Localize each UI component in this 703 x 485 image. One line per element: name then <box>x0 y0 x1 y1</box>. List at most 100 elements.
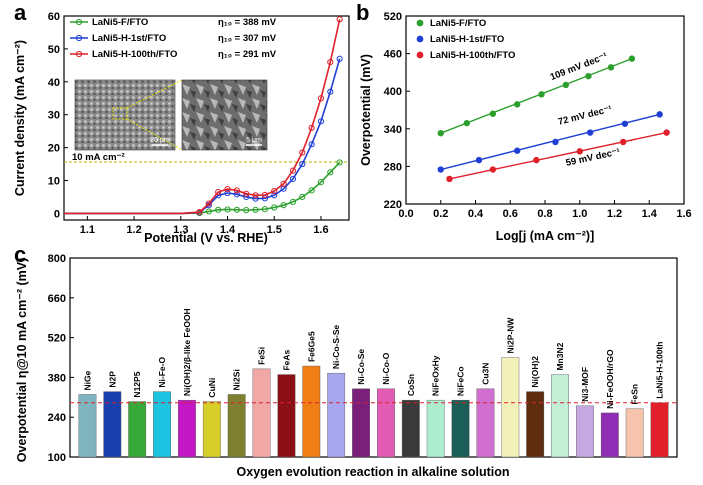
c-bar <box>377 388 395 458</box>
c-ytick-label: 380 <box>48 372 66 384</box>
a-legend-label: LaNi5-H-100th/FTO <box>92 49 177 60</box>
b-point <box>533 156 540 164</box>
a-point <box>271 204 278 211</box>
c-bar <box>600 412 619 458</box>
a-point <box>233 206 240 213</box>
panel-c-ylabel: Overpotential η@10 mA cm⁻² (mV) <box>15 258 29 462</box>
a-point <box>224 185 231 193</box>
b-point <box>437 129 444 137</box>
b-xtick-label: 0.6 <box>503 208 518 220</box>
b-point <box>463 119 471 127</box>
c-bar-label: NiFeCo <box>456 366 466 396</box>
panel-b: b 0.0 0.2 0.4 0.6 0.8 1.0 1.2 1.4 1.6 220 280 340 4… <box>356 0 692 243</box>
c-bar-label: N2P <box>107 371 117 388</box>
c-bar <box>526 391 545 458</box>
c-bar <box>551 374 569 458</box>
a-point <box>327 169 334 176</box>
panel-a: a 20 μm 5 μm 10 mA cm⁻² 1.1 1.2 1.3 1.4 1.5 1… <box>13 0 350 245</box>
c-bar-label: Ni-Co-S-Se <box>331 324 341 369</box>
b-ytick-label: 280 <box>384 161 402 173</box>
a-point <box>289 167 297 174</box>
b-xtick-label: 1.2 <box>607 208 622 220</box>
a-point <box>289 198 297 206</box>
b-xtick-label: 1.4 <box>642 208 658 220</box>
a-point <box>252 192 259 199</box>
b-slope-label: 109 mV dec⁻¹ <box>549 51 609 83</box>
a-point <box>299 193 306 201</box>
c-bar-label: Ni(OH)2 <box>530 356 540 388</box>
c-ytick-label: 100 <box>48 452 66 464</box>
c-ytick-label: 800 <box>48 253 66 265</box>
a-point <box>233 191 240 198</box>
a-legend-marker <box>75 50 83 58</box>
a-eta-label: η₁₀ = 307 mV <box>218 33 277 44</box>
b-xtick-label: 1.0 <box>572 208 587 220</box>
c-bar <box>252 368 271 458</box>
b-point <box>437 166 444 173</box>
b-point <box>621 120 629 127</box>
b-point <box>489 110 497 117</box>
panel-c-frame <box>69 257 678 458</box>
c-bar-label: NiFeOxHy <box>431 355 441 396</box>
a-ytick-label: 60 <box>48 11 60 23</box>
a-point <box>336 55 343 62</box>
c-bar-label: Fe6Ge5 <box>306 331 316 362</box>
a-point <box>196 209 203 216</box>
a-point <box>205 208 212 215</box>
panel-a-sem-insets: 20 μm 5 μm <box>74 79 268 151</box>
c-bar <box>576 405 594 458</box>
panel-b-xlabel: Log[j (mA cm⁻²)] <box>496 229 594 243</box>
b-legend-label: LaNi5-H-100th/FTO <box>430 50 515 61</box>
b-point <box>585 72 592 80</box>
c-bar <box>451 399 470 458</box>
b-point <box>446 175 453 183</box>
a-ytick-label: 20 <box>48 143 60 155</box>
a-point <box>299 149 306 156</box>
a-legend-marker <box>75 18 83 26</box>
a-point <box>215 206 222 213</box>
b-ytick-label: 400 <box>384 86 402 98</box>
a-point <box>336 159 343 166</box>
a-point <box>252 206 259 213</box>
c-bar-label: Ni2P-NW <box>505 317 515 354</box>
b-xtick-label: 0.8 <box>537 208 552 220</box>
b-point <box>538 91 545 98</box>
c-bar <box>103 391 122 458</box>
a-point <box>289 175 297 182</box>
a-point <box>308 187 315 194</box>
b-fit-line-1 <box>440 57 633 134</box>
a-point <box>261 191 269 199</box>
a-ytick-label: 30 <box>48 110 60 122</box>
c-bar-label: NiGe <box>82 370 92 390</box>
a-point <box>224 206 231 213</box>
b-ytick-label: 220 <box>384 199 402 211</box>
c-bar-label: CuNi <box>207 378 217 398</box>
b-point <box>586 129 594 136</box>
a-point <box>215 188 222 196</box>
a-point <box>327 88 334 95</box>
panel-c-label: c <box>14 242 26 267</box>
c-ytick-label: 240 <box>48 412 66 424</box>
a-xtick-label: 1.1 <box>80 224 95 236</box>
c-bar <box>426 399 445 458</box>
b-point <box>607 64 615 71</box>
c-bar <box>650 402 669 458</box>
a-point <box>243 207 250 214</box>
a-eta-label: η₁₀ = 291 mV <box>218 49 277 60</box>
a-ytick-label: 40 <box>48 77 60 89</box>
b-legend-marker <box>416 35 424 43</box>
c-bar <box>327 372 346 458</box>
c-bar-label: Ni-Co-O <box>381 352 391 384</box>
panel-b-ylabel: Overpotential (mV) <box>359 54 373 166</box>
c-bar-label: FeSn <box>630 384 640 405</box>
a-legend-label: LaNi5-F/FTO <box>92 17 148 28</box>
scalebar-1-label: 20 μm <box>150 137 170 144</box>
panel-a-label: a <box>14 0 27 25</box>
a-point <box>308 141 315 148</box>
c-bar-label: Ni-Co-Se <box>356 349 366 385</box>
a-point <box>317 118 325 125</box>
a-xtick-label: 1.3 <box>173 224 188 236</box>
a-ytick-label: 10 <box>48 176 60 188</box>
panel-a-10ma-label: 10 mA cm⁻² <box>72 152 125 163</box>
